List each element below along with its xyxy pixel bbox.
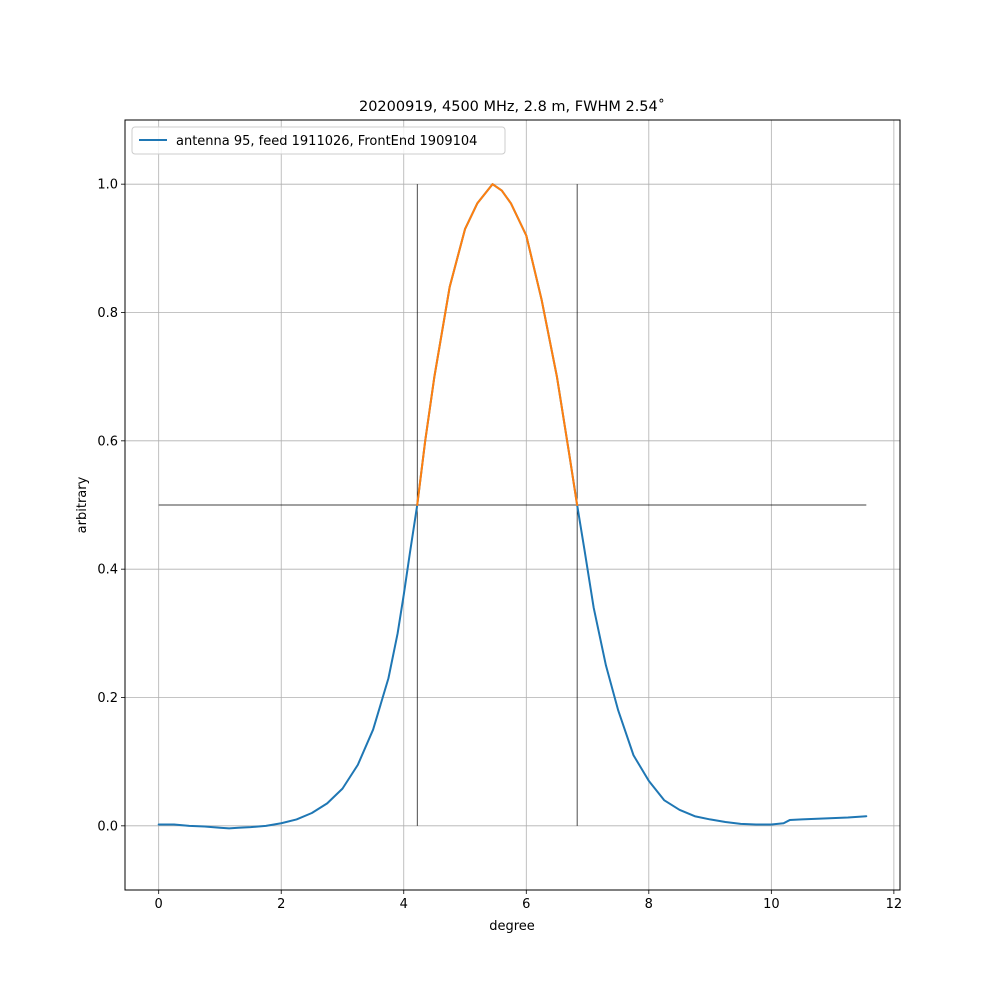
- y-tick-label: 0.6: [97, 434, 118, 449]
- x-tick-label: 8: [645, 897, 653, 912]
- y-axis-label: arbitrary: [75, 476, 90, 533]
- legend: antenna 95, feed 1911026, FrontEnd 19091…: [131, 126, 506, 155]
- x-axis-ticks: 0 2 4 6 8 10 12: [155, 890, 903, 912]
- fwhm-segment-line: [416, 183, 579, 506]
- y-axis-ticks: 0.0 0.2 0.4 0.6 0.8 1.0: [97, 178, 125, 834]
- legend-label: antenna 95, feed 1911026, FrontEnd 19091…: [176, 134, 477, 149]
- y-tick-label: 0.2: [97, 691, 118, 706]
- x-tick-label: 2: [277, 897, 285, 912]
- x-tick-label: 0: [155, 897, 163, 912]
- y-tick-label: 0.8: [97, 306, 118, 321]
- y-tick-label: 1.0: [97, 178, 118, 193]
- x-tick-label: 4: [400, 897, 408, 912]
- x-axis-label: degree: [489, 919, 535, 934]
- data-series: [157, 183, 868, 830]
- beam-profile-line: [157, 183, 868, 830]
- x-tick-label: 10: [763, 897, 780, 912]
- x-tick-label: 6: [522, 897, 530, 912]
- chart-title: 20200919, 4500 MHz, 2.8 m, FWHM 2.54˚: [359, 98, 665, 115]
- x-tick-label: 12: [886, 897, 903, 912]
- plot-frame: [124, 119, 901, 891]
- reference-lines: [158, 184, 867, 826]
- y-tick-label: 0.4: [97, 563, 118, 578]
- legend-box: [131, 126, 506, 155]
- y-tick-label: 0.0: [97, 819, 118, 834]
